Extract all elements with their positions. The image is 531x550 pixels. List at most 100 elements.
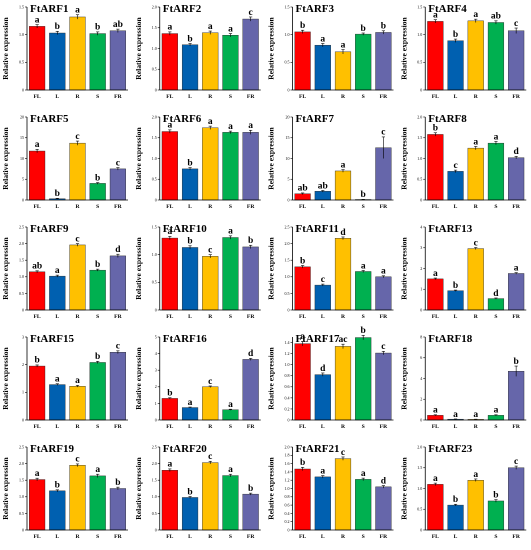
- x-category-label: FR: [114, 534, 122, 540]
- x-category-label: FL: [166, 204, 173, 210]
- y-axis-label: Relative expression: [134, 126, 143, 189]
- significance-label: a: [208, 22, 213, 32]
- x-category-label: S: [96, 94, 99, 100]
- x-category-label: FR: [380, 204, 388, 210]
- y-tick-label: 2: [420, 397, 422, 402]
- y-tick-label: 1.5: [152, 478, 157, 483]
- bar: [427, 134, 444, 201]
- bar: [508, 371, 525, 421]
- significance-label: b: [95, 23, 100, 33]
- bar: [109, 30, 126, 91]
- significance-label: b: [493, 491, 498, 501]
- significance-label: a: [381, 267, 386, 277]
- x-category-label: L: [55, 204, 59, 210]
- significance-label: a: [208, 117, 213, 127]
- y-tick-label: 4: [420, 224, 422, 229]
- panel-title: FtARF7: [296, 113, 335, 125]
- significance-label: a: [320, 34, 325, 44]
- y-tick-label: 2: [420, 266, 422, 271]
- y-tick-label: 2.0: [152, 114, 157, 119]
- significance-label: c: [514, 19, 518, 29]
- significance-label: a: [55, 266, 60, 276]
- y-tick-label: 0.5: [285, 291, 290, 296]
- bar: [375, 32, 392, 91]
- bar: [29, 271, 46, 311]
- x-category-label: S: [96, 424, 99, 430]
- significance-label: a: [75, 376, 80, 386]
- y-tick-label: 1.5: [417, 135, 422, 140]
- y-tick-label: 1.0: [152, 46, 157, 51]
- significance-label: b: [95, 352, 100, 362]
- x-category-label: S: [494, 94, 497, 100]
- y-tick-label: 1: [155, 401, 157, 406]
- significance-label: a: [228, 24, 233, 34]
- x-category-label: L: [321, 424, 325, 430]
- significance-label: a: [167, 23, 172, 33]
- panel-title: FtARF15: [30, 333, 74, 345]
- significance-label: b: [300, 21, 305, 31]
- significance-label: b: [433, 124, 438, 134]
- significance-label: a: [95, 465, 100, 475]
- significance-label: a: [228, 465, 233, 475]
- significance-label: b: [453, 281, 458, 291]
- y-tick-label: 2: [155, 384, 157, 389]
- significance-label: b: [95, 260, 100, 270]
- significance-label: c: [75, 132, 79, 142]
- bar: [69, 244, 86, 311]
- significance-label: c: [208, 245, 212, 255]
- y-tick-label: 0: [22, 417, 24, 422]
- bar: [49, 384, 66, 421]
- x-category-label: L: [55, 424, 59, 430]
- y-tick-label: 2: [22, 362, 24, 367]
- y-tick-label: 1.0: [417, 32, 422, 37]
- bar: [69, 16, 86, 91]
- significance-label: ab: [318, 181, 328, 191]
- bar: [89, 475, 106, 531]
- y-tick-label: 4: [420, 376, 422, 381]
- significance-label: a: [433, 269, 438, 279]
- chart-panel: Relative expression 0 0.5 1.0 1.5 2.0 a FL b La Rb…: [399, 443, 527, 540]
- significance-label: b: [187, 158, 192, 168]
- panel-title: FtARF18: [428, 333, 472, 345]
- bar: [294, 266, 311, 311]
- significance-label: a: [433, 11, 438, 21]
- y-tick-label: 0.8: [285, 373, 290, 378]
- bar: [29, 26, 46, 91]
- bar: [334, 346, 352, 421]
- x-category-label: FL: [432, 534, 439, 540]
- bar: [314, 191, 331, 201]
- y-tick-label: 1: [22, 390, 24, 395]
- x-category-label: R: [474, 314, 479, 320]
- bar: [222, 475, 239, 531]
- chart-panel: Relative expression 0 0.2 0.4 0.6 0.8 1.0 1.2 1.…: [267, 326, 394, 430]
- y-tick-label: 10: [286, 156, 290, 161]
- significance-label: a: [320, 466, 325, 476]
- bar: [294, 468, 311, 531]
- y-tick-label: 1.0: [19, 274, 24, 279]
- significance-label: a: [228, 122, 233, 132]
- x-category-label: FL: [166, 424, 173, 430]
- significance-label: d: [493, 289, 499, 299]
- x-category-label: FR: [247, 94, 255, 100]
- significance-label: a: [433, 474, 438, 484]
- chart-panel: Relative expression 0 0.5 1.0 1.5 2.0 2.5 a FL b L…: [134, 443, 261, 540]
- bar: [314, 284, 331, 311]
- bar: [334, 170, 352, 201]
- y-axis-label: Relative expression: [399, 346, 408, 409]
- significance-label: a: [514, 263, 519, 273]
- bar: [29, 479, 46, 531]
- x-category-label: R: [208, 204, 213, 210]
- y-axis-label: Relative expression: [267, 126, 276, 189]
- x-category-label: L: [55, 314, 59, 320]
- y-tick-label: 0: [288, 307, 290, 312]
- bar: [202, 32, 219, 91]
- significance-label: ab: [298, 184, 308, 194]
- significance-label: b: [34, 356, 39, 366]
- x-category-label: R: [75, 314, 80, 320]
- y-tick-label: 0: [155, 87, 157, 92]
- y-tick-label: 0.5: [19, 291, 24, 296]
- y-axis-label: Relative expression: [134, 456, 143, 519]
- y-tick-label: 1.6: [285, 461, 290, 466]
- significance-label: b: [361, 190, 366, 200]
- x-category-label: R: [75, 204, 80, 210]
